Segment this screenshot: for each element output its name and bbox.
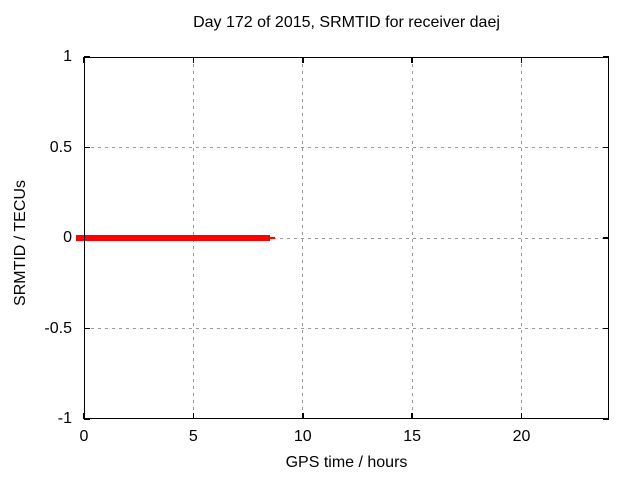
chart-title: Day 172 of 2015, SRMTID for receiver dae… [193, 14, 500, 31]
y-tick-mark [603, 327, 609, 330]
x-tick-mark [520, 413, 523, 419]
plot-area [76, 56, 609, 420]
y-tick-label: -1 [57, 410, 72, 427]
y-tick-mark [603, 418, 609, 420]
y-tick-label: 0 [63, 229, 72, 246]
y-tick-mark [84, 327, 90, 330]
y-tick-mark [84, 146, 90, 149]
y-tick-label: 1 [63, 48, 72, 65]
x-tick-label: 15 [403, 428, 422, 445]
gridline-y [84, 328, 609, 329]
x-tick-label: 10 [293, 428, 312, 445]
gridline-y [84, 147, 609, 148]
x-tick-mark [411, 57, 413, 63]
series-line-segment [269, 236, 276, 240]
y-tick-label: -0.5 [44, 319, 72, 337]
x-tick-mark [520, 57, 523, 63]
x-tick-label: 5 [188, 428, 198, 445]
x-tick-mark [83, 57, 85, 63]
x-tick-mark [192, 57, 195, 63]
y-tick-mark [603, 237, 609, 239]
x-tick-mark [302, 57, 304, 63]
y-tick-label: 0.5 [49, 138, 72, 156]
x-tick-mark [302, 413, 304, 419]
x-tick-label: 0 [79, 428, 89, 445]
x-tick-mark [411, 413, 413, 419]
series-line-segment [76, 235, 270, 241]
y-tick-mark [603, 56, 609, 58]
x-axis-label: GPS time / hours [285, 454, 408, 471]
x-tick-label: 20 [512, 428, 531, 445]
y-tick-mark [603, 146, 609, 149]
y-tick-mark [84, 418, 90, 420]
gridline-y [84, 237, 609, 239]
y-tick-mark [84, 56, 90, 58]
x-tick-mark [192, 413, 195, 419]
